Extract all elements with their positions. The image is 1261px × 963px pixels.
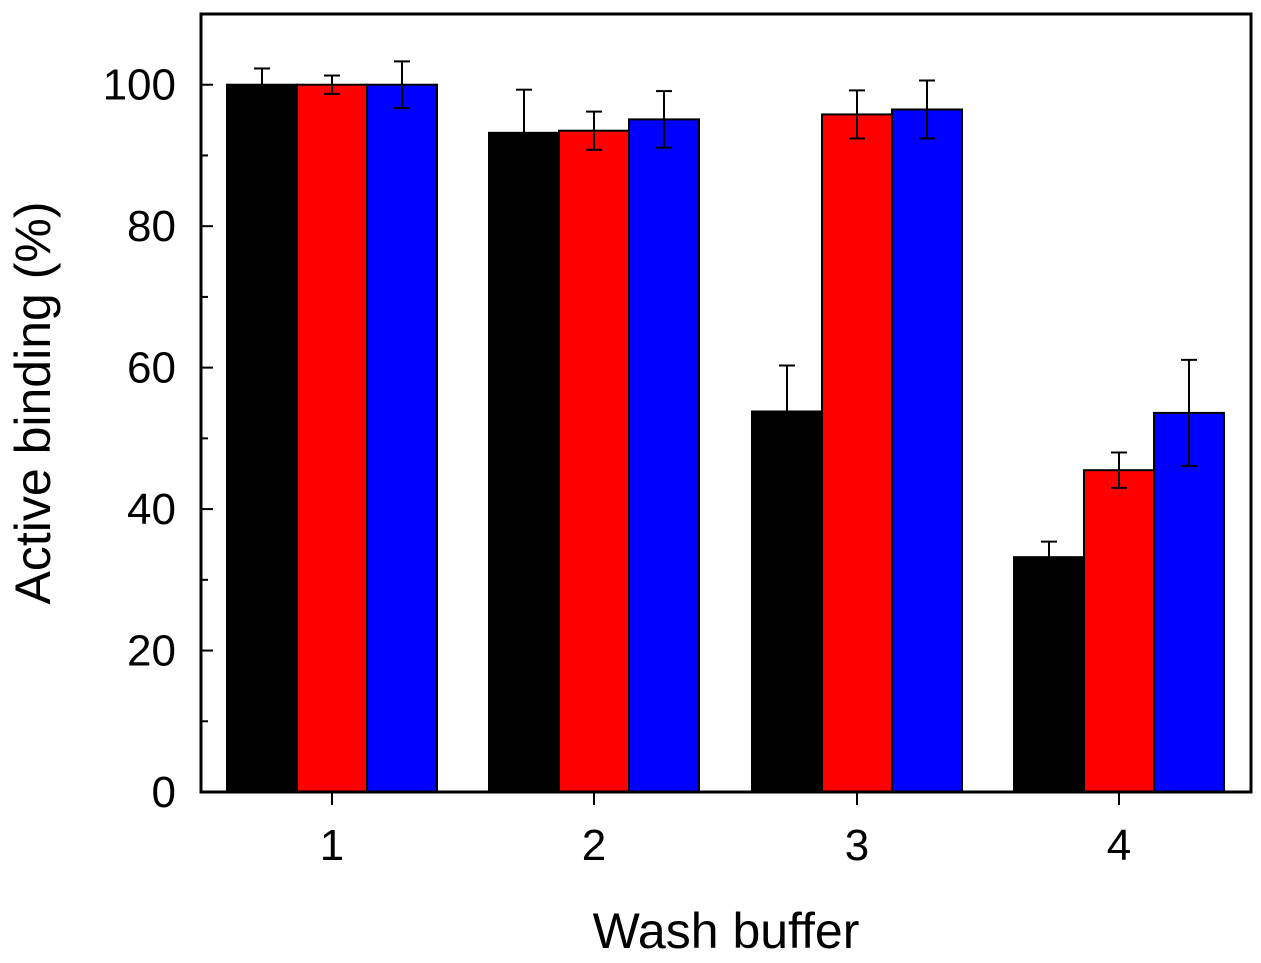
error-bar-4-series-3 <box>1181 358 1197 467</box>
y-tick-label: 20 <box>127 627 176 676</box>
x-tick-label: 1 <box>320 821 344 870</box>
y-axis: 0 20 40 60 80 100 <box>103 13 213 817</box>
x-axis: 1 2 3 4 <box>320 792 1131 870</box>
error-bar-4-series-1 <box>1041 540 1057 574</box>
error-bars-layer <box>254 60 1197 574</box>
bar-2-series-3 <box>628 118 700 794</box>
bar-3-series-3 <box>891 108 963 794</box>
bar-3-series-2 <box>821 113 893 793</box>
bar-4-series-3 <box>1153 411 1225 793</box>
error-bar-4-series-2 <box>1111 451 1127 489</box>
y-tick-label: 40 <box>127 485 176 534</box>
y-axis-title: Active binding (%) <box>5 202 61 605</box>
x-tick-label: 2 <box>582 821 606 870</box>
error-bar-3-series-1 <box>779 364 795 459</box>
x-tick-label: 4 <box>1107 821 1131 870</box>
error-bar-2-series-2 <box>586 110 602 151</box>
bar-4-series-2 <box>1083 469 1155 793</box>
plot-frame <box>199 12 1253 794</box>
y-tick-label: 60 <box>127 344 176 393</box>
error-bar-1-series-1 <box>254 67 270 102</box>
y-tick-label: 0 <box>152 768 176 817</box>
bar-1-series-1 <box>226 83 298 793</box>
y-tick-label: 100 <box>103 61 176 110</box>
bar-3-series-1 <box>751 410 823 793</box>
bar-2-series-2 <box>558 129 630 793</box>
error-bar-2-series-3 <box>656 90 672 149</box>
x-axis-title: Wash buffer <box>593 903 860 959</box>
error-bar-1-series-2 <box>324 74 340 95</box>
bar-1-series-3 <box>366 83 438 793</box>
error-bar-2-series-1 <box>516 88 532 177</box>
bar-2-series-1 <box>488 131 560 793</box>
y-tick-label: 80 <box>127 202 176 251</box>
bar-4-series-1 <box>1013 556 1085 793</box>
error-bar-1-series-3 <box>394 60 410 110</box>
x-tick-label: 3 <box>845 821 869 870</box>
bar-1-series-2 <box>296 83 368 793</box>
bars-layer <box>226 83 1225 794</box>
error-bar-3-series-2 <box>849 89 865 140</box>
error-bar-3-series-3 <box>919 79 935 140</box>
